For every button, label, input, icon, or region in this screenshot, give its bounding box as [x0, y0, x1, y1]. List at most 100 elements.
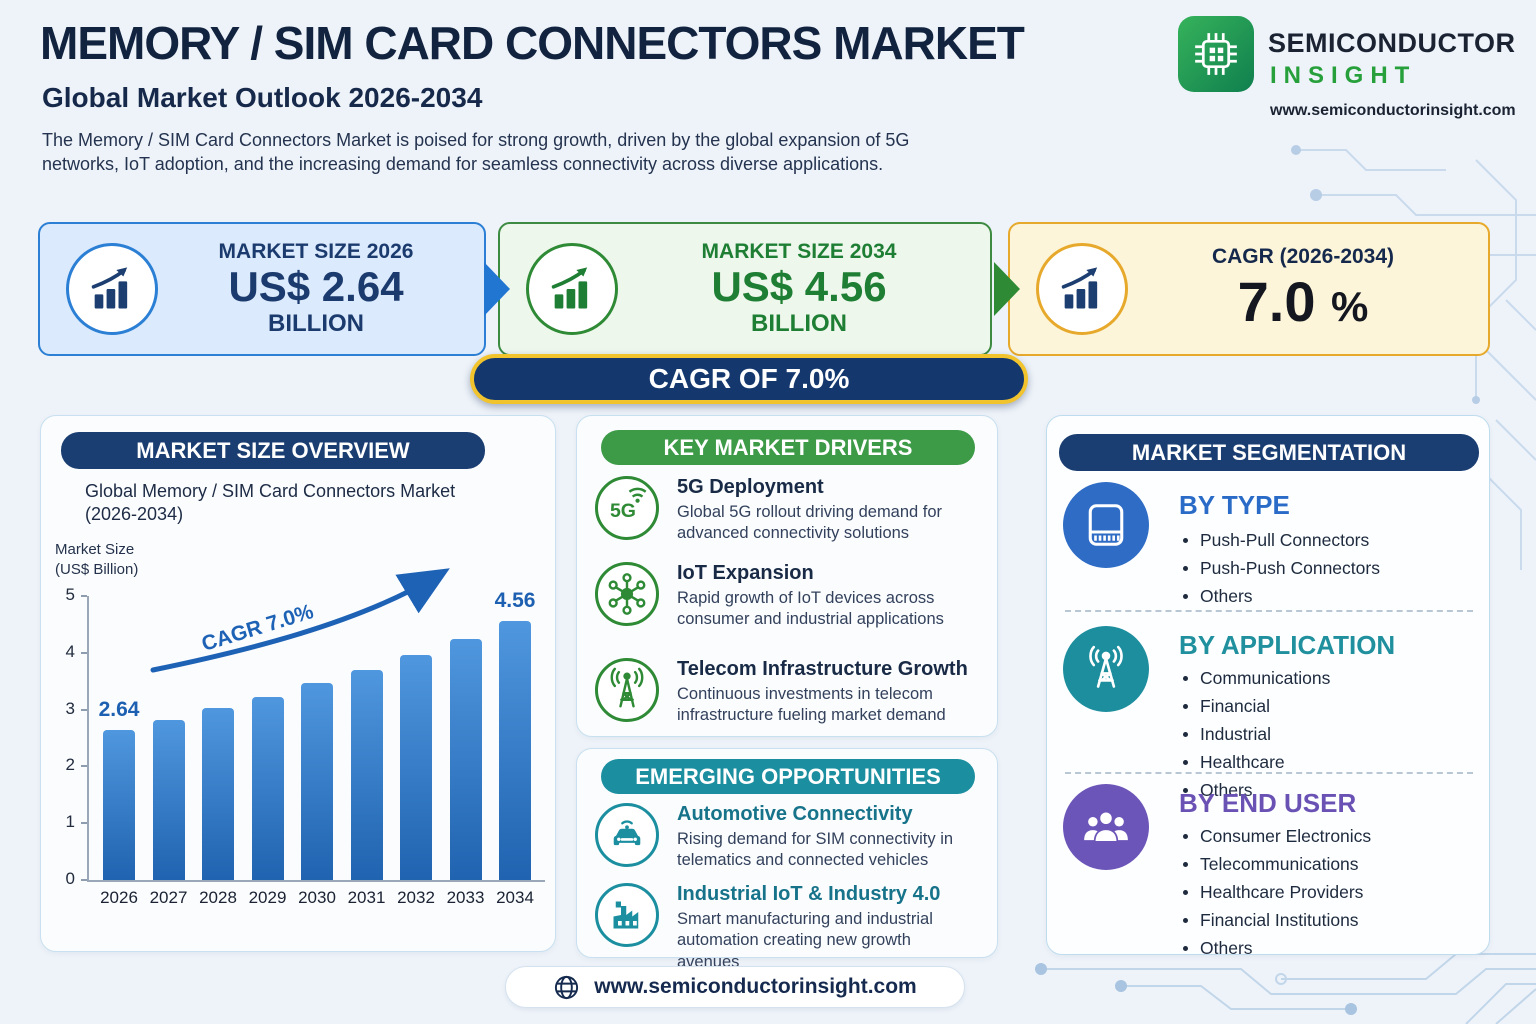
segment-list-item: Financial — [1183, 696, 1330, 717]
bar-2033 — [444, 596, 488, 880]
opportunity-desc: Rising demand for SIM connectivity in te… — [677, 830, 954, 870]
stat-value: 7.0 % — [1237, 269, 1369, 333]
x-axis-labels: 2026 2027 2028 2029 2030 2031 2032 2033 2034 — [97, 888, 537, 908]
y-tick-label: 1 — [65, 812, 75, 832]
x-tick-label: 2032 — [397, 888, 435, 907]
right-arrow-icon — [994, 262, 1020, 316]
chart-title: Global Memory / SIM Card Connectors Mark… — [85, 481, 456, 525]
segment-list-item: Push-Push Connectors — [1183, 558, 1380, 579]
page-title: MEMORY / SIM CARD CONNECTORS MARKET — [40, 17, 1025, 69]
footer-url-text: www.semiconductorinsight.com — [594, 975, 917, 998]
y-tick-label: 0 — [65, 869, 75, 888]
emerging-opportunities-panel: EMERGING OPPORTUNITIES Automotive Connec… — [576, 748, 998, 971]
segment-list-item: Consumer Electronics — [1183, 826, 1371, 847]
people-group-icon — [1063, 784, 1149, 870]
segment-title: BY APPLICATION — [1179, 630, 1396, 660]
5g-icon: 5G — [595, 476, 659, 540]
y-axis: 0 1 2 3 4 5 — [41, 585, 87, 888]
segment-list-item: Communications — [1183, 668, 1330, 689]
panel-header: EMERGING OPPORTUNITIES — [601, 759, 975, 794]
panel-header: MARKET SIZE OVERVIEW — [61, 432, 485, 469]
driver-title: Telecom Infrastructure Growth — [677, 658, 968, 680]
bar-value-label: 2.64 — [98, 698, 140, 721]
driver-desc: Continuous investments in telecom infras… — [677, 685, 946, 725]
bar-2029 — [246, 596, 290, 880]
iot-network-icon — [595, 562, 659, 626]
stat-unit: BILLION — [268, 310, 364, 338]
chip-logo-icon — [1178, 16, 1254, 92]
antenna-icon — [1063, 626, 1149, 712]
cagr-banner: CAGR OF 7.0% — [470, 354, 1028, 404]
x-tick-label: 2026 — [100, 888, 138, 907]
driver-title: 5G Deployment — [677, 476, 824, 498]
stat-unit: BILLION — [751, 310, 847, 338]
x-axis-line — [87, 880, 545, 882]
opportunity-item: Industrial IoT & Industry 4.0 Smart manu… — [595, 883, 983, 973]
y-axis-label: Market Size (US$ Billion) — [55, 541, 139, 578]
bar-2028 — [196, 596, 240, 880]
brand-name-line2: INSIGHT — [1270, 62, 1417, 89]
globe-icon — [553, 974, 580, 1001]
opportunity-title: Automotive Connectivity — [677, 803, 913, 825]
x-tick-label: 2028 — [199, 888, 237, 907]
x-tick-label: 2027 — [149, 888, 188, 907]
driver-desc: Rapid growth of IoT devices across consu… — [677, 589, 944, 629]
x-tick-label: 2034 — [496, 888, 534, 907]
y-tick-label: 3 — [65, 698, 75, 718]
bar-2027 — [147, 596, 191, 880]
stat-label: MARKET SIZE 2034 — [701, 239, 897, 263]
bar-2032 — [394, 596, 438, 880]
website-link[interactable]: www.semiconductorinsight.com — [505, 966, 965, 1008]
bar-2026: 2.64 — [97, 596, 141, 880]
segment-list: Consumer Electronics Telecommunications He… — [1183, 826, 1371, 966]
x-tick-label: 2031 — [347, 888, 386, 907]
bar-2034: 4.56 — [493, 589, 537, 880]
x-tick-label: 2030 — [298, 888, 336, 907]
cagr-card: CAGR (2026-2034) 7.0 % — [1008, 222, 1490, 356]
segment-list-item: Push-Pull Connectors — [1183, 530, 1380, 551]
stat-value: US$ 4.56 — [711, 262, 887, 310]
segment-list: Communications Financial Industrial Healthc… — [1183, 668, 1330, 808]
intro-paragraph: The Memory / SIM Card Connectors Market … — [42, 130, 910, 175]
market-size-overview-panel: MARKET SIZE OVERVIEW Global Memory / SIM… — [40, 415, 556, 952]
driver-item: Telecom Infrastructure Growth Continuous… — [595, 658, 983, 727]
growth-chart-icon — [526, 243, 618, 335]
brand-name-line1: SEMICONDUCTOR — [1268, 28, 1516, 58]
sim-card-icon — [1063, 482, 1149, 568]
key-market-drivers-panel: KEY MARKET DRIVERS 5G 5G Deployment Glob… — [576, 415, 998, 737]
growth-chart-icon — [66, 243, 158, 335]
connected-car-icon — [595, 803, 659, 867]
factory-icon — [595, 883, 659, 947]
segment-list-item: Financial Institutions — [1183, 910, 1371, 931]
x-tick-label: 2033 — [446, 888, 485, 907]
stat-value: US$ 2.64 — [228, 262, 404, 310]
segment-title: BY END USER — [1179, 788, 1357, 818]
segment-list-item: Healthcare Providers — [1183, 882, 1371, 903]
divider — [1065, 610, 1473, 612]
divider — [1065, 772, 1473, 774]
driver-title: IoT Expansion — [677, 562, 814, 584]
stat-label: MARKET SIZE 2026 — [218, 239, 414, 263]
driver-item: IoT Expansion Rapid growth of IoT device… — [595, 562, 983, 631]
panel-header: MARKET SEGMENTATION — [1059, 434, 1479, 471]
segment-list-item: Healthcare — [1183, 752, 1330, 773]
driver-item: 5G 5G Deployment Global 5G rollout drivi… — [595, 476, 983, 545]
page-subtitle: Global Market Outlook 2026-2034 — [42, 82, 483, 113]
segment-title: BY TYPE — [1179, 490, 1290, 520]
panel-header: KEY MARKET DRIVERS — [601, 430, 975, 465]
brand-url[interactable]: www.semiconductorinsight.com — [1270, 102, 1516, 119]
opportunity-desc: Smart manufacturing and industrial autom… — [677, 910, 933, 971]
svg-text:5G: 5G — [610, 500, 636, 522]
bar-series: 2.64 4.56 — [97, 589, 537, 880]
bar-2030 — [295, 596, 339, 880]
segment-list: Push-Pull Connectors Push-Push Connectors… — [1183, 530, 1380, 614]
bar-value-label: 4.56 — [494, 589, 536, 612]
y-axis-line — [87, 596, 89, 882]
segment-list-item: Others — [1183, 586, 1380, 607]
segment-list-item: Others — [1183, 938, 1371, 959]
y-tick-label: 4 — [65, 641, 75, 661]
opportunity-item: Automotive Connectivity Rising demand fo… — [595, 803, 983, 872]
market-segmentation-panel: MARKET SEGMENTATION BY TYPE Push-Pull Co… — [1046, 415, 1490, 958]
driver-desc: Global 5G rollout driving demand for adv… — [677, 503, 943, 543]
stat-label: CAGR (2026-2034) — [1211, 244, 1395, 268]
